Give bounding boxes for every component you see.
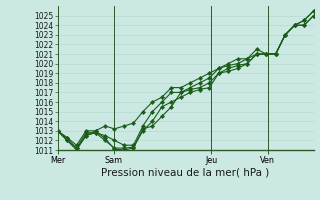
X-axis label: Pression niveau de la mer( hPa ): Pression niveau de la mer( hPa ) <box>101 167 270 177</box>
